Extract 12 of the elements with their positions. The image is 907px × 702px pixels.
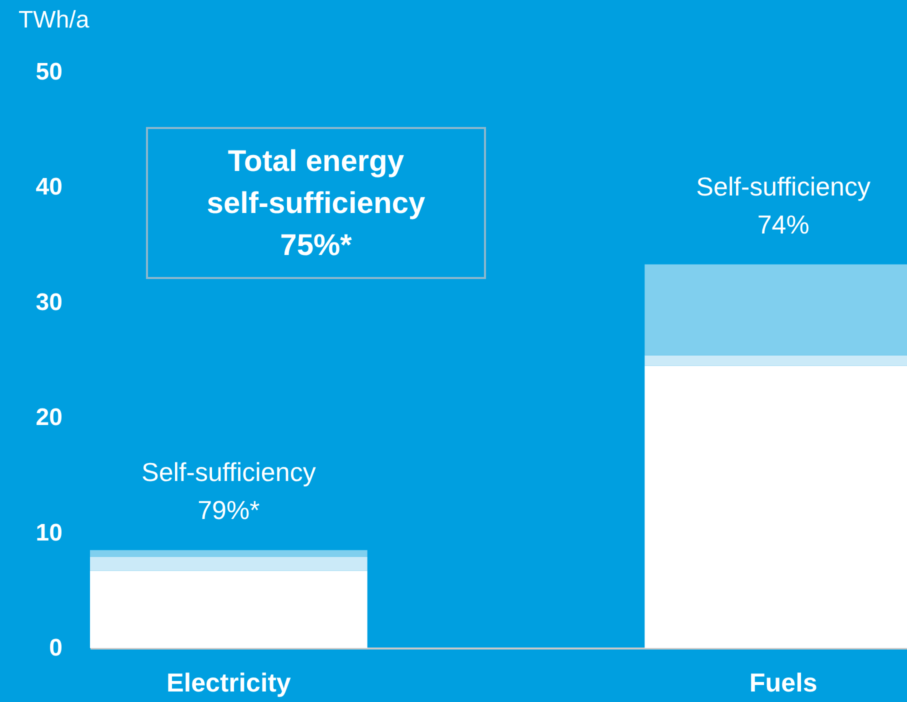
y-axis-title: TWh/a [18,6,90,34]
annotation: Self-sufficiency 74% [696,171,871,240]
x-tick-label: Electricity [166,668,292,698]
y-tick-label: 20 [36,404,62,432]
annotation: Self-sufficiency 79%* [141,457,316,526]
y-tick-label: 10 [36,519,62,546]
text-box: Total energy self-sufficiency 75%* [146,127,486,279]
y-tick-label: 40 [36,174,62,201]
x-tick-label: Fuels [749,668,818,698]
y-tick-label: 30 [36,288,62,316]
y-tick-label: 0 [49,634,62,662]
y-tick-label: 50 [36,58,62,86]
